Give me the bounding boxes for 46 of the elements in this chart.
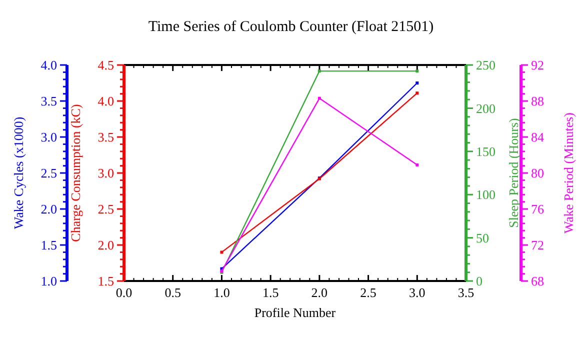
- y3-tick-label: 3.5: [40, 94, 57, 109]
- point: [318, 96, 321, 100]
- y-tick-label: 2.5: [98, 202, 114, 217]
- point: [416, 163, 419, 166]
- x-tick-label: 3.0: [409, 285, 426, 300]
- x-tick-label: 0.5: [164, 285, 181, 300]
- y3-tick-label: 2.0: [40, 202, 57, 217]
- y2-tick-label: 150: [476, 144, 496, 159]
- point: [416, 82, 419, 84]
- y3-axis-title: Wake Cycles (x1000): [10, 116, 26, 230]
- y3-tick-label: 2.5: [40, 166, 57, 181]
- y2-tick-label: 250: [476, 58, 496, 73]
- y3-tick-label: 4.0: [40, 58, 57, 73]
- x-tick-label: 2.5: [360, 285, 376, 300]
- y-tick-label: 4.0: [98, 94, 114, 109]
- y-tick-label: 80: [531, 166, 544, 181]
- x-tick-label: 0.0: [116, 285, 132, 300]
- x-tick-label: 2.0: [311, 285, 328, 300]
- y3-tick-label: 3.0: [40, 130, 57, 145]
- y3-tick-label: 1.5: [40, 238, 57, 253]
- y-axis-title: Charge Consumption (kC): [68, 104, 83, 242]
- y-tick-label: 76: [531, 202, 544, 217]
- y2-axis-title: Sleep Period (Hours): [506, 118, 521, 228]
- y2-tick-label: 100: [476, 187, 496, 202]
- chart-title: Time Series of Coulomb Counter (Float 21501): [148, 19, 434, 35]
- y-tick-label: 72: [531, 238, 544, 253]
- y-tick-label: 68: [531, 274, 544, 289]
- x-tick-label: 1.0: [214, 285, 230, 300]
- y2-tick-label: 200: [476, 100, 496, 116]
- y2-tick-label: 50: [476, 230, 489, 246]
- y-axis-title: Wake Period (Minutes): [560, 112, 576, 234]
- x-tick-label: 3.5: [458, 285, 474, 300]
- point: [220, 250, 224, 254]
- y3-tick-label: 1.0: [40, 274, 57, 289]
- y-tick-label: 2.0: [98, 238, 114, 253]
- y-tick-label: 88: [531, 94, 544, 109]
- y-tick-label: 3.5: [98, 130, 114, 145]
- y-tick-label: 84: [531, 130, 544, 145]
- y-tick-label: 92: [531, 58, 544, 73]
- point: [416, 92, 419, 95]
- y-tick-label: 3.0: [98, 166, 114, 181]
- y-tick-label: 4.5: [98, 58, 114, 73]
- x-axis-title: Profile Number: [254, 305, 336, 320]
- y2-tick-label: 0: [476, 274, 482, 289]
- y-tick-label: 1.5: [98, 274, 114, 289]
- x-tick-label: 1.5: [262, 285, 279, 300]
